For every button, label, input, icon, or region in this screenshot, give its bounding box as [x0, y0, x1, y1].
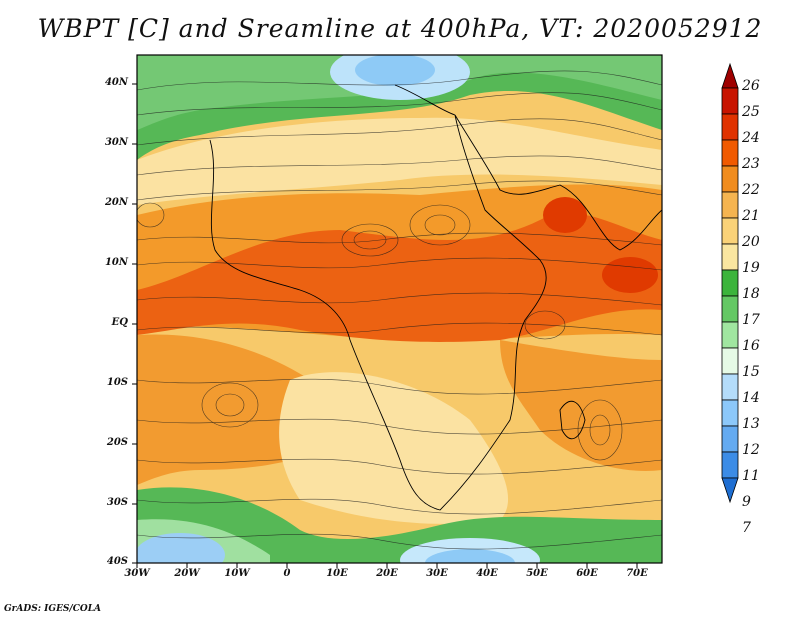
lon-label-30w: 30W [124, 568, 150, 579]
colorbar-label-14: 14 [742, 390, 760, 406]
colorbar-label-19: 19 [742, 260, 760, 276]
colorbar-segment [721, 243, 739, 271]
lon-label-50e: 50E [526, 568, 548, 579]
lat-label-10n: 10N [104, 257, 128, 268]
colorbar-label-9: 9 [742, 494, 751, 510]
colorbar-segment [721, 347, 739, 375]
colorbar-segment [721, 217, 739, 245]
colorbar-label-25: 25 [742, 104, 760, 120]
colorbar-label-23: 23 [742, 156, 760, 172]
lat-label-eq: EQ [111, 317, 128, 328]
colorbar-segment [721, 87, 739, 115]
colorbar [721, 62, 739, 504]
colorbar-label-20: 20 [742, 234, 760, 250]
lon-label-70e: 70E [626, 568, 648, 579]
lat-label-20s: 20S [106, 437, 128, 448]
colorbar-label-15: 15 [742, 364, 760, 380]
colorbar-segment [721, 269, 739, 297]
colorbar-label-18: 18 [742, 286, 760, 302]
lon-label-20w: 20W [174, 568, 200, 579]
colorbar-label-17: 17 [742, 312, 760, 328]
colorbar-segment [721, 113, 739, 141]
lat-label-30n: 30N [104, 137, 128, 148]
colorbar-segment [721, 191, 739, 219]
colorbar-label-22: 22 [742, 182, 760, 198]
colorbar-segment [721, 165, 739, 193]
lon-label-60e: 60E [576, 568, 598, 579]
colorbar-segment [721, 321, 739, 349]
colorbar-label-16: 16 [742, 338, 760, 354]
colorbar-label-11: 11 [742, 468, 760, 484]
lon-label-20e: 20E [376, 568, 398, 579]
map-field [137, 55, 662, 563]
lat-label-20n: 20N [104, 197, 128, 208]
lat-label-10s: 10S [106, 377, 128, 388]
map-title: WBPT [C] and Sreamline at 400hPa, VT: 20… [37, 14, 763, 43]
lon-label-10e: 10E [326, 568, 348, 579]
colorbar-segment [721, 425, 739, 453]
colorbar-segment [721, 399, 739, 427]
colorbar-segment [721, 373, 739, 401]
colorbar-label-24: 24 [742, 130, 760, 146]
lon-label-0: 0 [283, 568, 291, 579]
lat-label-40s: 40S [106, 556, 128, 567]
colorbar-label-7: 7 [742, 520, 751, 536]
colorbar-label-21: 21 [742, 208, 760, 224]
colorbar-arrow-bottom [721, 477, 739, 504]
colorbar-segment [721, 139, 739, 167]
lon-label-30e: 30E [426, 568, 448, 579]
colorbar-segment [721, 451, 739, 479]
credit-text: GrADS: IGES/COLA [4, 604, 102, 614]
colorbar-label-12: 12 [742, 442, 760, 458]
lon-label-10w: 10W [224, 568, 250, 579]
lon-label-40e: 40E [476, 568, 498, 579]
colorbar-segment [721, 295, 739, 323]
lat-label-30s: 30S [106, 497, 128, 508]
colorbar-label-26: 26 [742, 78, 760, 94]
lat-label-40n: 40N [104, 77, 128, 88]
colorbar-arrow-top [721, 62, 739, 89]
colorbar-label-13: 13 [742, 416, 760, 432]
axis-ticks [132, 83, 638, 568]
